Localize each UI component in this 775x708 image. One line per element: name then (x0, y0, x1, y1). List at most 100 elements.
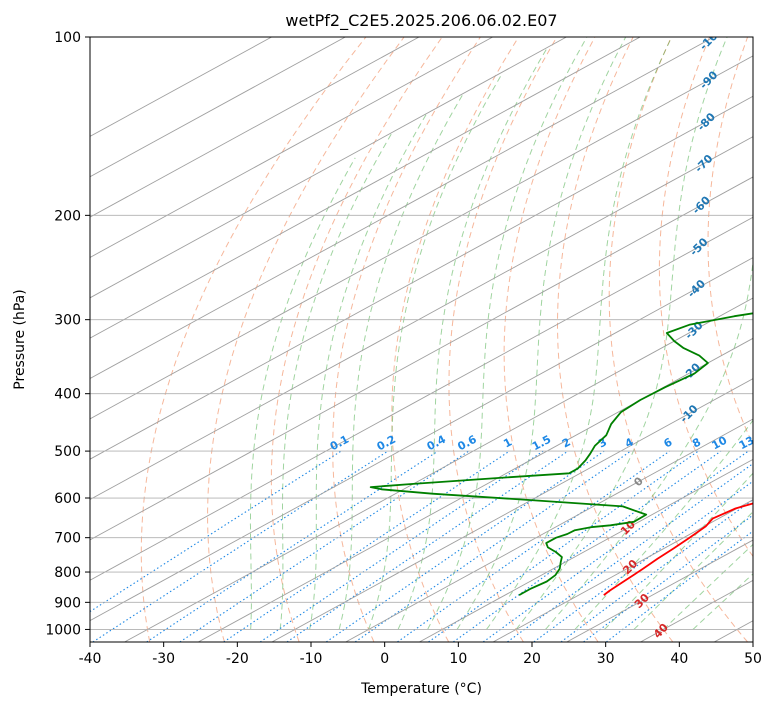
x-axis: -40 -30 -20 -10 0 10 20 30 40 50 (79, 642, 762, 667)
x-axis-label: Temperature (°C) (360, 681, 482, 697)
y-axis: 100 200 300 400 500 600 700 800 900 1000 (45, 30, 90, 638)
isotherm-label: -10 (677, 402, 700, 425)
isotherm-label: -40 (685, 277, 708, 300)
isotherm-label: -90 (697, 68, 720, 91)
mixing-ratio-line (533, 480, 753, 642)
mixing-ratio-line (146, 450, 439, 642)
x-tick-label: 10 (449, 651, 467, 667)
isotherm-line (198, 337, 753, 642)
moist-adiabat (604, 472, 753, 630)
mixing-ratio-label: 16 (759, 434, 775, 453)
isotherm-line (90, 136, 753, 501)
mixing-ratio-line (507, 462, 753, 642)
x-tick-label: -10 (300, 651, 323, 667)
isotherm-label: -100 (697, 24, 726, 53)
y-tick-label: 100 (54, 30, 81, 46)
isotherm-line (90, 37, 346, 178)
moist-adiabat (574, 419, 753, 630)
y-tick-label: 500 (54, 444, 81, 460)
mixing-ratio-line (92, 450, 389, 642)
isotherm-line (713, 620, 753, 642)
moist-adiabat (515, 37, 728, 630)
mixing-ratio-line (90, 450, 342, 613)
x-tick-label: 0 (380, 651, 389, 667)
isotherm-line (90, 257, 753, 622)
dewpoint-line (369, 312, 753, 596)
x-tick-label: 20 (523, 651, 541, 667)
isotherm-line (90, 37, 715, 380)
mixing-ratio-line (482, 450, 749, 642)
moist-adiabat (309, 113, 427, 630)
isotherm-line (419, 458, 753, 642)
dry-adiabat (658, 37, 753, 558)
isotherm-line (90, 37, 420, 218)
isotherm-label: 0 (631, 474, 646, 489)
moist-adiabats (249, 37, 753, 630)
isotherm-line (124, 297, 753, 642)
moist-adiabat (663, 543, 753, 630)
dry-adiabat (707, 37, 753, 447)
mixing-ratio-label: 6 (662, 435, 675, 450)
isotherms (90, 37, 753, 642)
mixing-ratio-labels: 0.10.20.40.611.52346810131620253036 (328, 433, 775, 454)
isotherm-label: -80 (695, 110, 718, 133)
mixing-ratio-label: 0.2 (375, 433, 398, 454)
plot-frame (89, 36, 754, 643)
isotherm-line (90, 95, 753, 460)
isotherm-line (566, 539, 753, 642)
isotherm-line (271, 378, 753, 642)
isotherm-label: 40 (651, 621, 671, 641)
x-tick-label: -30 (152, 651, 175, 667)
isotherm-line (90, 37, 567, 299)
moist-adiabat (545, 258, 753, 630)
dry-adiabat (391, 37, 520, 642)
mixing-ratio-label: 8 (690, 435, 703, 450)
moist-adiabat (486, 37, 673, 630)
y-tick-label: 400 (54, 387, 81, 403)
dry-adiabat (755, 37, 775, 642)
mixing-ratio-label: 13 (737, 434, 757, 453)
mixing-ratio-label: 1 (501, 435, 514, 450)
isotherm-line (90, 176, 753, 541)
isotherm-line (345, 418, 753, 642)
moist-adiabat (279, 132, 393, 630)
pressure-gridlines (90, 37, 753, 630)
isotherm-line (492, 499, 753, 642)
x-tick-label: -40 (79, 651, 102, 667)
isotherm-label: -70 (692, 152, 715, 175)
mixing-ratio-line (259, 450, 544, 642)
dry-adiabat (270, 37, 443, 642)
isotherm-label: -20 (680, 360, 703, 383)
y-tick-label: 200 (54, 208, 81, 224)
mixing-ratio-line (428, 450, 699, 642)
series-lines (369, 312, 753, 596)
isotherm-line (90, 55, 753, 420)
mixing-ratio-label: 1.5 (530, 433, 553, 454)
x-tick-label: 30 (597, 651, 615, 667)
y-tick-label: 300 (54, 313, 81, 329)
dry-adiabat (503, 37, 599, 642)
y-tick-label: 600 (54, 491, 81, 507)
dry-adiabat (448, 37, 558, 642)
y-tick-label: 900 (54, 595, 81, 611)
mixing-ratio-label: 4 (623, 435, 636, 450)
y-tick-label: 800 (54, 565, 81, 581)
dry-adiabat (608, 37, 748, 642)
mixing-ratio-line (179, 450, 470, 642)
chart-title: wetPf2_C2E5.2025.206.06.02.E07 (285, 11, 557, 31)
isotherm-line (90, 216, 753, 581)
isotherm-label: 30 (632, 591, 652, 611)
mixing-ratio-lines (90, 450, 753, 642)
mixing-ratio-line (452, 450, 722, 642)
mixing-ratio-line (397, 450, 671, 642)
plot-area: -100-90-80-70-60-50-40-30-20-10010203040… (90, 24, 775, 642)
moist-adiabat (368, 72, 503, 630)
dry-adiabat (207, 37, 405, 642)
moist-adiabat (397, 49, 547, 630)
moist-adiabat (427, 37, 588, 630)
moist-adiabat (692, 573, 753, 630)
mixing-ratio-label: 0.1 (328, 433, 351, 454)
moist-adiabat (456, 37, 627, 630)
isotherm-label: -50 (687, 235, 710, 258)
